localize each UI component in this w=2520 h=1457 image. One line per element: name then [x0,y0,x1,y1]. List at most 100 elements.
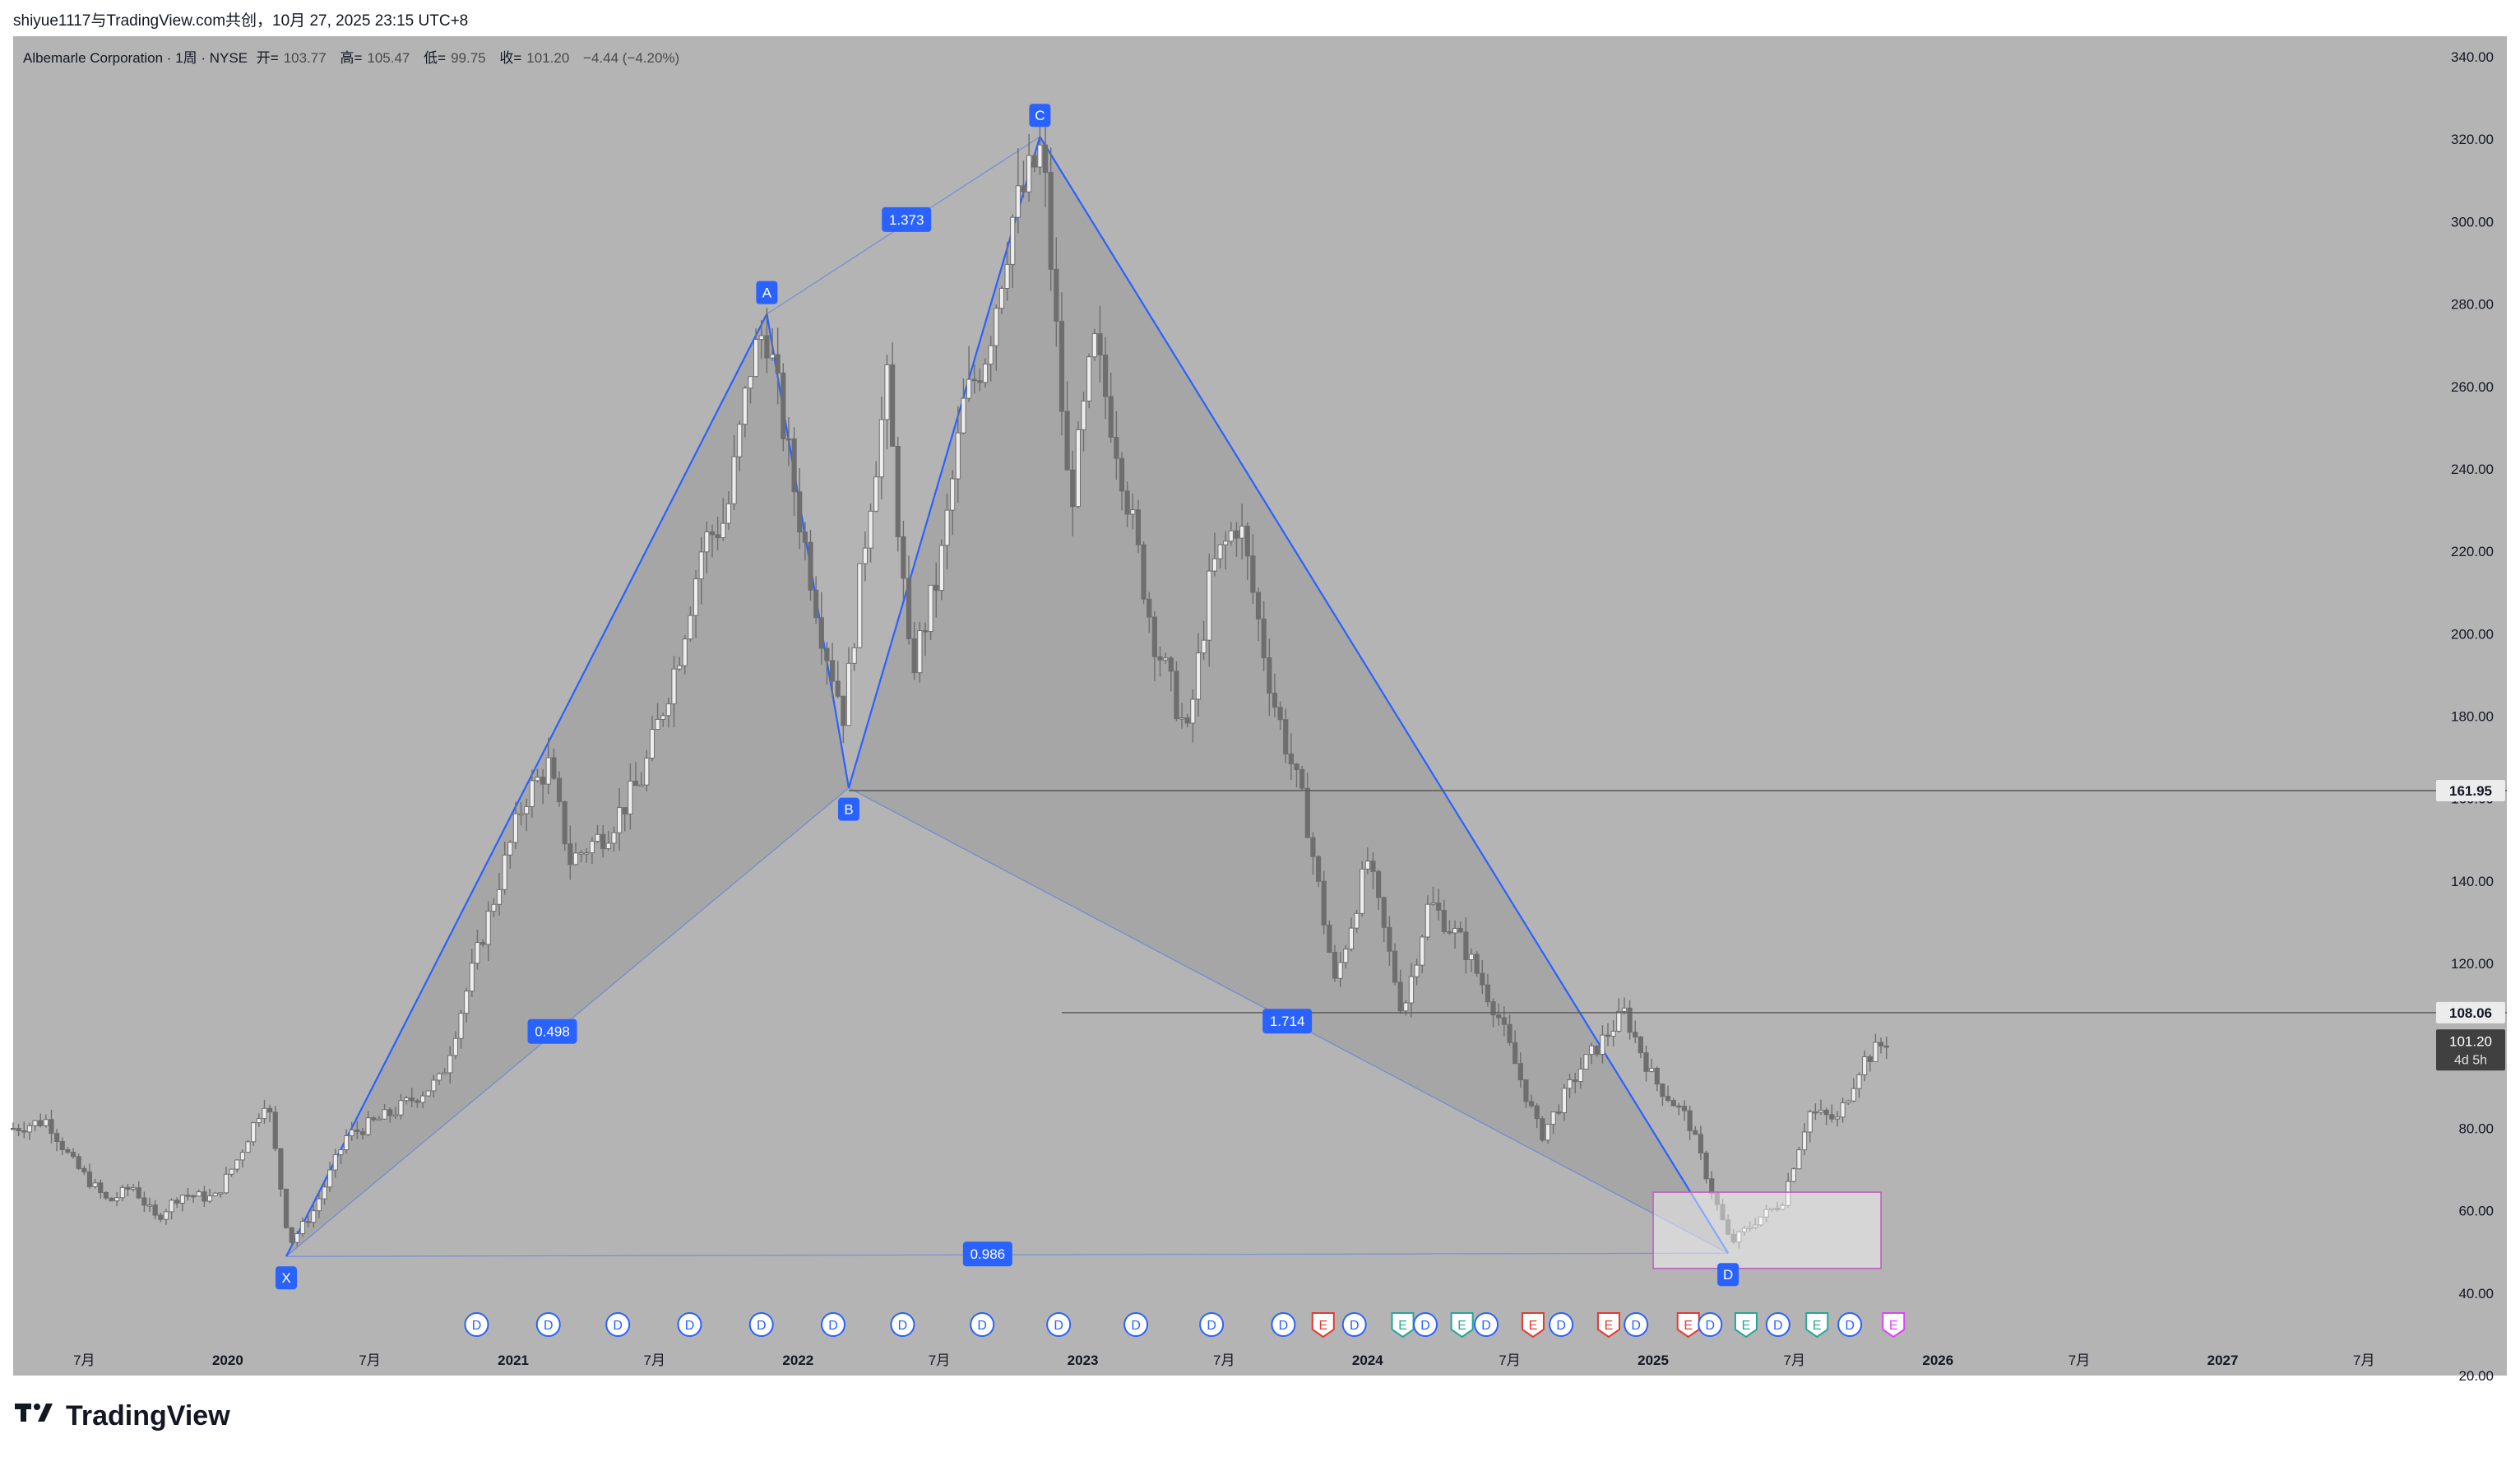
earnings-event-icon[interactable]: E [1450,1312,1474,1339]
candle [595,824,600,843]
candle [851,643,857,671]
candle [731,434,737,510]
candle [43,1114,49,1128]
candle-body [1813,1111,1818,1114]
candle [152,1199,158,1220]
y-axis: 340.00 320.00 300.00 280.00 260.00 240.00 220.… [2451,49,2494,1384]
dividend-event-icon[interactable]: D [1549,1312,1574,1337]
earnings-event-icon[interactable]: E [1676,1312,1700,1339]
dividend-event-icon[interactable]: D [1698,1312,1723,1337]
candle [1037,118,1043,175]
candle [857,563,863,649]
earnings-event-icon[interactable]: E [1734,1312,1758,1339]
candle [1217,544,1223,569]
candle-body [944,509,950,546]
earnings-event-icon[interactable]: E [1882,1312,1906,1339]
candle [425,1090,431,1097]
legend-symbol[interactable]: Albemarle Corporation · 1周 · NYSE [23,50,248,66]
candle-body [1654,1067,1660,1085]
candle-body [1621,1007,1628,1012]
candle [922,622,929,657]
candle [994,304,999,371]
earnings-event-icon[interactable]: E [1521,1312,1545,1339]
candle-body [1834,1116,1841,1120]
y-tick-label: 320.00 [2451,132,2494,147]
dividend-event-icon[interactable]: D [1765,1312,1790,1337]
candle-body [649,729,655,759]
candle-body [1163,657,1169,661]
candle [1709,1171,1715,1199]
dividend-event-icon[interactable]: D [748,1312,774,1337]
candle-body [950,478,956,511]
candle-body [322,1186,327,1199]
dividend-event-icon[interactable]: D [1837,1312,1863,1337]
price-tag-box [2436,779,2505,801]
dividend-event-icon[interactable]: D [1341,1312,1367,1337]
candle [1332,944,1338,982]
dividend-event-icon[interactable]: D [464,1312,489,1337]
dividend-event-icon[interactable]: D [1199,1312,1225,1337]
candle-body [98,1182,104,1193]
earnings-event-icon[interactable]: E [1805,1312,1829,1339]
candle-body [218,1192,224,1195]
candle-body [720,522,726,539]
earnings-event-icon[interactable]: E [1391,1312,1415,1339]
candle-body [529,780,535,807]
candle-body [365,1117,371,1135]
candle-body [86,1171,93,1187]
candle-body [1796,1149,1802,1170]
dividend-event-icon[interactable]: D [1624,1312,1649,1337]
candle-body [748,376,753,389]
candle [267,1104,273,1122]
dividend-event-icon[interactable]: D [1413,1312,1438,1337]
candle-body [1774,1208,1780,1210]
dividend-event-icon[interactable]: D [1123,1312,1149,1337]
candle-body [1480,972,1485,986]
candle [1698,1125,1704,1161]
earnings-event-icon[interactable]: E [1596,1312,1620,1339]
dividend-event-icon[interactable]: D [890,1312,915,1337]
candle-body [698,551,704,580]
candle-body [655,718,660,731]
candle [917,621,923,683]
candle-body [103,1191,109,1199]
candle [1015,148,1021,234]
dividend-event-icon[interactable]: D [1046,1312,1072,1337]
dividend-event-icon[interactable]: D [677,1312,702,1337]
candle-body [982,364,989,383]
candle [223,1167,229,1195]
dividend-event-icon[interactable]: D [1271,1312,1296,1337]
candle-body [1168,657,1174,672]
dividend-event-icon[interactable]: D [605,1312,631,1337]
candle-body [818,617,824,649]
dividend-event-icon[interactable]: D [821,1312,846,1337]
candle [1790,1167,1796,1183]
candle [988,336,994,382]
candle-body [479,942,486,945]
candle [387,1107,393,1123]
dividend-event-icon[interactable]: D [1474,1312,1499,1337]
dividend-event-icon[interactable]: D [970,1312,995,1337]
candle [338,1148,344,1165]
dividend-event-icon[interactable]: D [535,1312,561,1337]
candle-body [589,841,595,854]
bar-countdown-label: 4d 5h [2454,1053,2487,1067]
candle [1741,1225,1748,1236]
candle-body [447,1055,453,1074]
candle [1780,1202,1786,1211]
y-tick-label: 80.00 [2458,1121,2494,1136]
candle [715,516,720,550]
candle [1665,1085,1671,1102]
candle-body [884,364,890,420]
candle [1376,869,1382,910]
candle [556,771,563,807]
candle-body [1730,1233,1736,1243]
candle [1621,997,1628,1015]
candle-body [1753,1224,1758,1228]
candle [1387,916,1392,966]
tradingview-logo[interactable]: TradingView [15,1400,230,1432]
earnings-event-icon[interactable]: E [1311,1312,1335,1339]
candle-body [961,397,966,434]
candle [1846,1099,1851,1106]
